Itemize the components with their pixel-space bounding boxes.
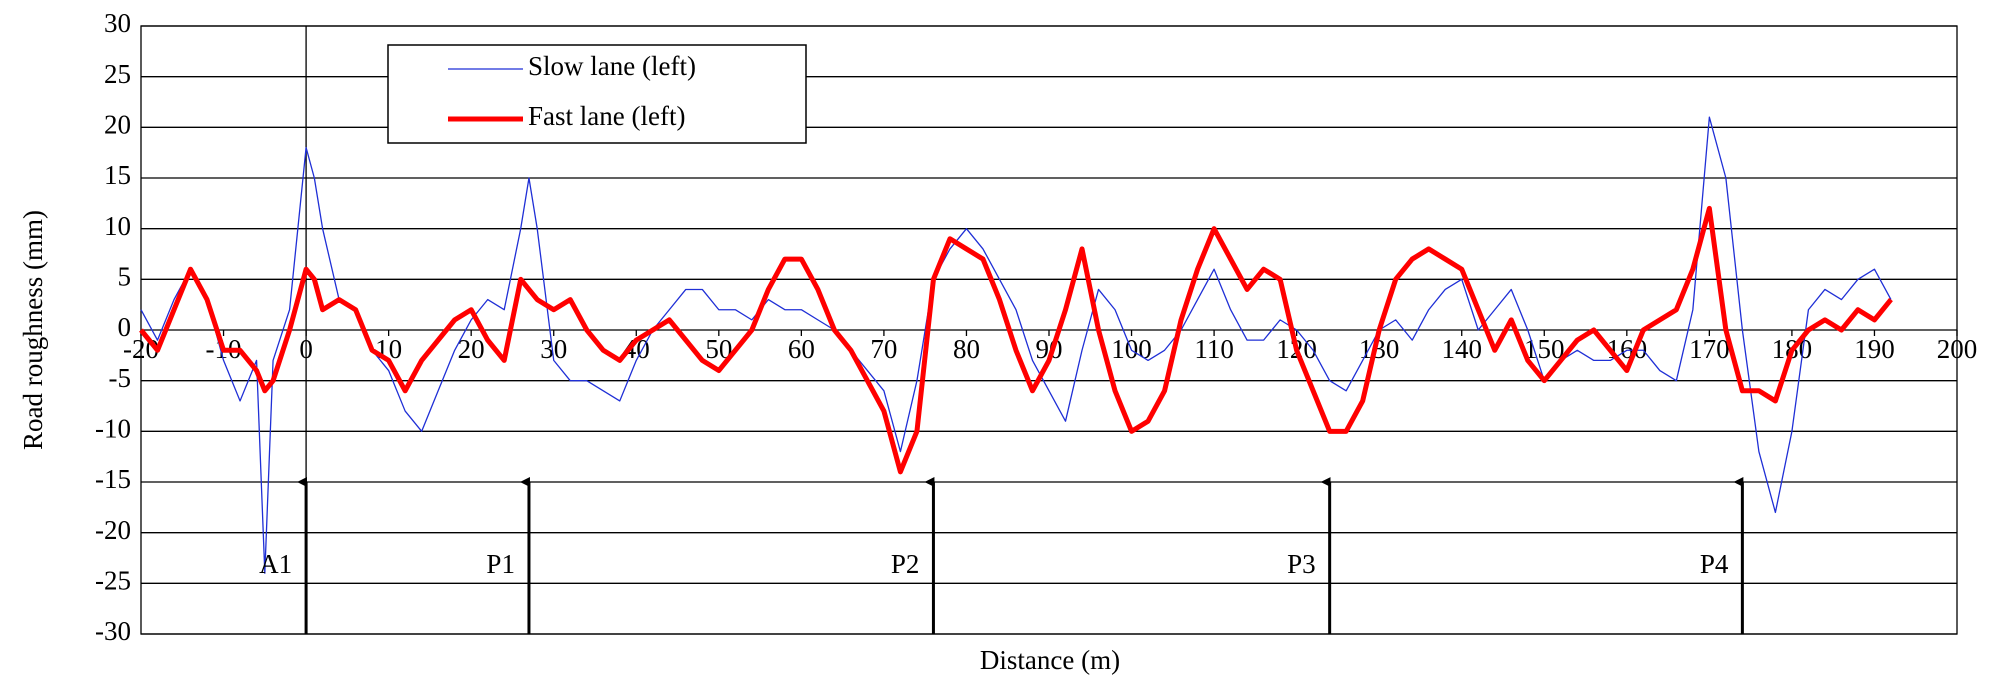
legend-label: Slow lane (left) xyxy=(528,51,696,81)
y-tick-label: -5 xyxy=(109,363,132,393)
x-axis-title: Distance (m) xyxy=(980,645,1120,675)
x-tick-label: 70 xyxy=(870,334,897,364)
y-tick-label: -25 xyxy=(95,566,131,596)
annotation-label: A1 xyxy=(259,549,292,579)
x-tick-label: 60 xyxy=(788,334,815,364)
y-tick-label: -10 xyxy=(95,414,131,444)
y-tick-label: 0 xyxy=(118,312,132,342)
y-tick-label: 25 xyxy=(104,59,131,89)
y-tick-label: -20 xyxy=(95,515,131,545)
x-tick-label: 140 xyxy=(1441,334,1482,364)
y-tick-label: -15 xyxy=(95,464,131,494)
data-line xyxy=(140,116,1892,574)
y-tick-label: 20 xyxy=(104,110,131,140)
x-tick-label: -20 xyxy=(123,334,159,364)
annotation-label: P3 xyxy=(1287,549,1316,579)
annotation-label: P4 xyxy=(1700,549,1729,579)
x-tick-label: 110 xyxy=(1194,334,1234,364)
y-axis-title: Road roughness (mm) xyxy=(18,210,48,450)
x-tick-label: 80 xyxy=(953,334,980,364)
legend-box xyxy=(387,44,807,144)
y-tick-label: 30 xyxy=(104,8,131,38)
x-tick-label: 0 xyxy=(299,334,313,364)
x-tick-label: 200 xyxy=(1937,334,1978,364)
data-line xyxy=(139,205,1893,475)
y-tick-label: 10 xyxy=(104,211,131,241)
x-tick-label: 190 xyxy=(1854,334,1895,364)
legend-label: Fast lane (left) xyxy=(528,101,685,131)
annotation-label: P1 xyxy=(486,549,515,579)
y-tick-label: 5 xyxy=(118,262,132,292)
x-tick-label: 20 xyxy=(458,334,485,364)
annotation-label: P2 xyxy=(891,549,920,579)
y-tick-label: -30 xyxy=(95,616,131,646)
x-tick-label: 170 xyxy=(1689,334,1730,364)
y-tick-label: 15 xyxy=(104,160,131,190)
